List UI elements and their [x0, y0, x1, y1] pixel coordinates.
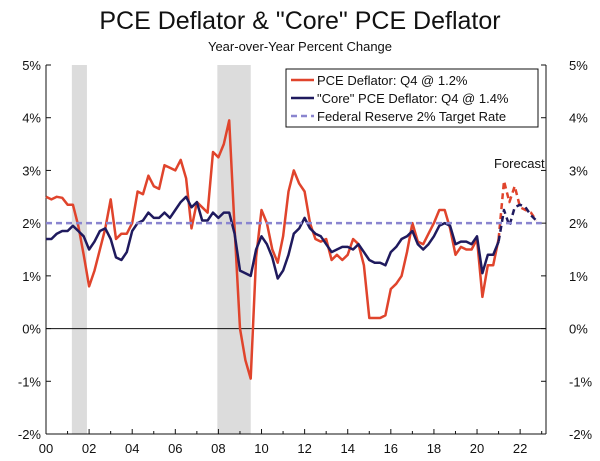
y-tick-label-left: 5%: [22, 58, 41, 73]
x-tick-label: 12: [297, 441, 311, 456]
y-tick-label-left: -1%: [18, 374, 42, 389]
y-tick-label-left: -2%: [18, 427, 42, 442]
series-line-4: [497, 203, 538, 242]
x-tick-label: 18: [427, 441, 441, 456]
series-line-1: [45, 119, 500, 380]
y-tick-label-left: 1%: [22, 269, 41, 284]
legend-label-core: "Core" PCE Deflator: Q4 @ 1.4%: [317, 91, 509, 106]
x-tick-label: 00: [39, 441, 53, 456]
x-tick-label: 20: [470, 441, 484, 456]
x-tick-label: 02: [82, 441, 96, 456]
legend-box: [285, 68, 539, 128]
legend: PCE Deflator: Q4 @ 1.2% "Core" PCE Defla…: [285, 68, 539, 128]
y-tick-label-right: 5%: [569, 58, 588, 73]
y-tick-label-left: 3%: [22, 163, 41, 178]
x-tick-label: 16: [384, 441, 398, 456]
y-tick-label-left: 4%: [22, 111, 41, 126]
y-tick-label-right: 1%: [569, 269, 588, 284]
y-tick-label-right: -1%: [569, 374, 593, 389]
x-tick-label: 14: [340, 441, 354, 456]
y-tick-label-right: 4%: [569, 111, 588, 126]
series-line-3: [497, 179, 538, 240]
x-tick-label: 22: [513, 441, 527, 456]
recession-band-2: [217, 65, 251, 434]
axes: 5% 5%4% 4%3% 3%2% 2%1% 1%0% 0%-1% -1%-2% -2%00 02…: [18, 58, 593, 456]
recession-band-1: [71, 65, 87, 434]
recession-bands: [71, 65, 251, 434]
y-tick-label-left: 0%: [22, 322, 41, 337]
y-tick-label-right: -2%: [569, 427, 593, 442]
series-lines: [45, 119, 542, 380]
series-line-2: [46, 195, 500, 280]
y-tick-label-right: 0%: [569, 322, 588, 337]
y-tick-label-right: 2%: [569, 216, 588, 231]
x-tick-label: 04: [125, 441, 139, 456]
chart-title: PCE Deflator & "Core" PCE Deflator: [99, 7, 500, 35]
legend-label-target: Federal Reserve 2% Target Rate: [317, 109, 506, 124]
x-tick-label: 08: [211, 441, 225, 456]
forecast-annotation: Forecast: [494, 156, 545, 171]
y-tick-label-left: 2%: [22, 216, 41, 231]
x-tick-label: 06: [168, 441, 182, 456]
legend-label-pce: PCE Deflator: Q4 @ 1.2%: [317, 73, 468, 88]
x-tick-label: 10: [254, 441, 268, 456]
chart-subtitle: Year-over-Year Percent Change: [208, 39, 392, 54]
y-tick-label-right: 3%: [569, 163, 588, 178]
